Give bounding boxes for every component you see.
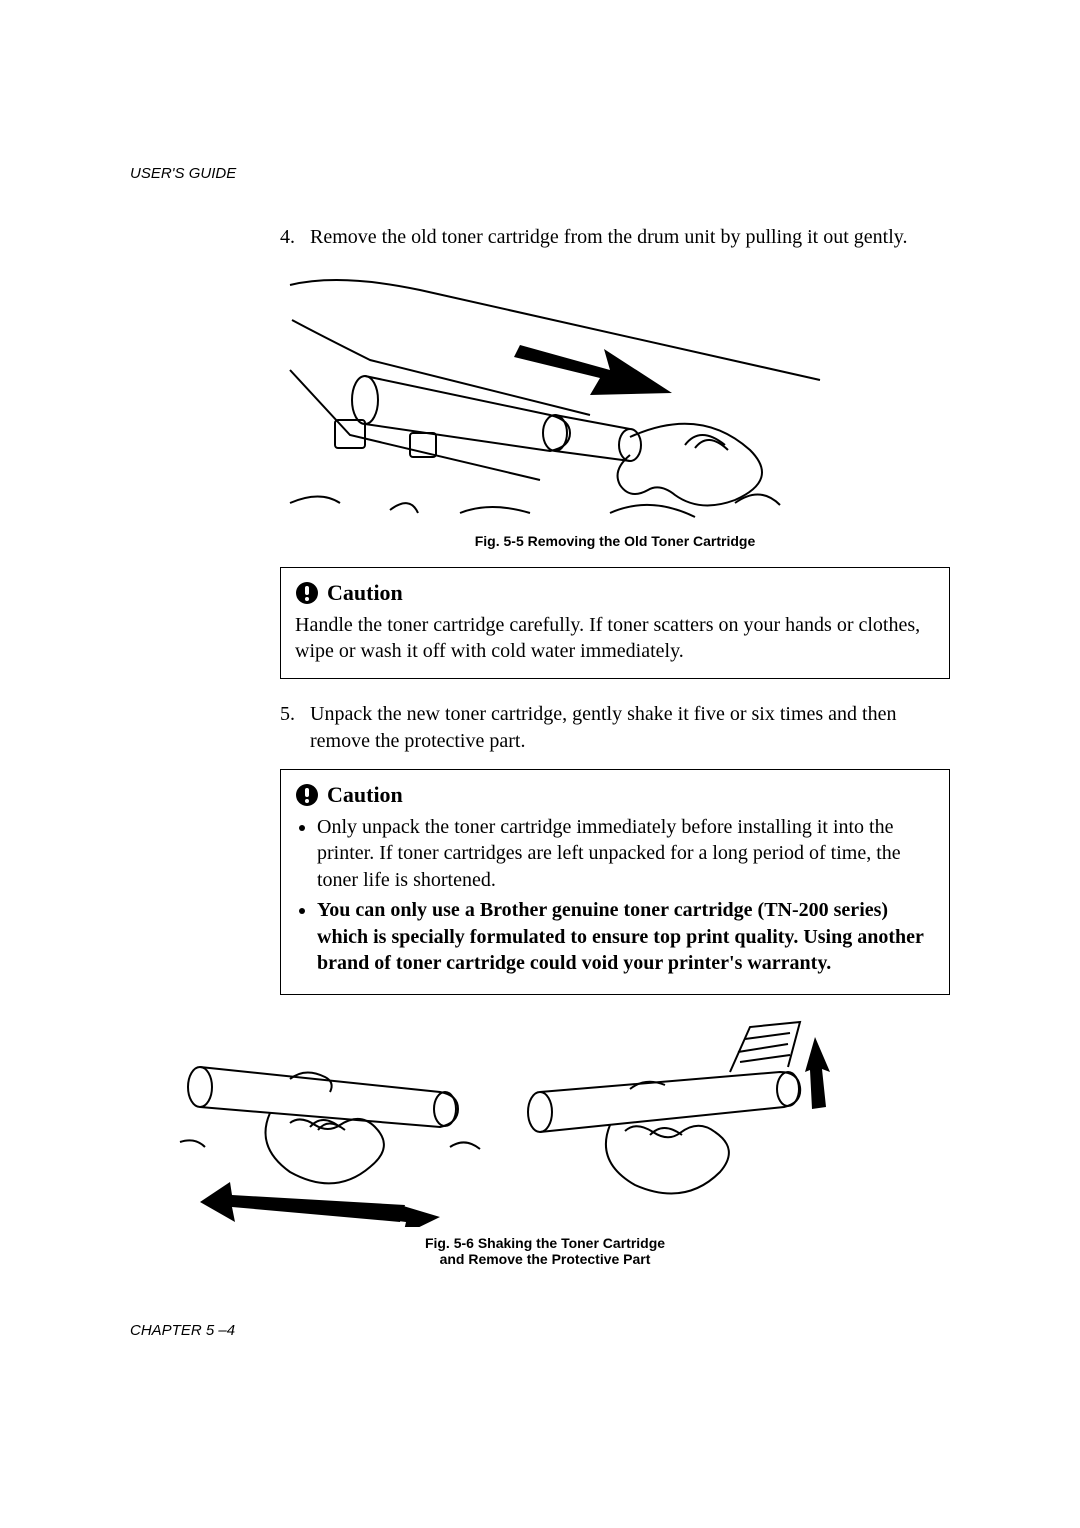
step-text: Remove the old toner cartridge from the … <box>310 224 950 251</box>
caution-title: Caution <box>327 580 403 606</box>
page-footer: CHAPTER 5 –4 <box>130 1322 950 1339</box>
step-4: 4. Remove the old toner cartridge from t… <box>280 224 950 251</box>
step-5: 5. Unpack the new toner cartridge, gentl… <box>280 701 950 755</box>
figure-5-6: Fig. 5-6 Shaking the Toner Cartridge and… <box>140 1017 950 1267</box>
caution-icon <box>295 581 319 605</box>
caption-line-2: and Remove the Protective Part <box>440 1251 651 1267</box>
caution-box-2: Caution Only unpack the toner cartridge … <box>280 769 950 995</box>
caution-heading: Caution <box>295 782 935 808</box>
figure-caption: Fig. 5-5 Removing the Old Toner Cartridg… <box>280 533 950 549</box>
figure-5-5: Fig. 5-5 Removing the Old Toner Cartridg… <box>280 265 950 549</box>
step-number: 5. <box>280 701 310 755</box>
figure-caption: Fig. 5-6 Shaking the Toner Cartridge and… <box>140 1235 950 1267</box>
caution-bullet: Only unpack the toner cartridge immediat… <box>317 814 935 893</box>
toner-remove-illustration <box>280 265 840 525</box>
toner-shake-illustration <box>140 1017 860 1227</box>
step-text: Unpack the new toner cartridge, gently s… <box>310 701 950 755</box>
caution-bullet-bold: You can only use a Brother genuine toner… <box>317 897 935 976</box>
caution-heading: Caution <box>295 580 935 606</box>
page: USER'S GUIDE 4. Remove the old toner car… <box>0 0 1080 1459</box>
caption-line-1: Fig. 5-6 Shaking the Toner Cartridge <box>425 1235 665 1251</box>
step-number: 4. <box>280 224 310 251</box>
caution-list: Only unpack the toner cartridge immediat… <box>295 814 935 976</box>
caution-body: Handle the toner cartridge carefully. If… <box>295 612 935 664</box>
caution-icon <box>295 783 319 807</box>
content: 4. Remove the old toner cartridge from t… <box>280 224 950 1267</box>
caution-title: Caution <box>327 782 403 808</box>
page-header: USER'S GUIDE <box>130 165 950 182</box>
caution-box-1: Caution Handle the toner cartridge caref… <box>280 567 950 679</box>
